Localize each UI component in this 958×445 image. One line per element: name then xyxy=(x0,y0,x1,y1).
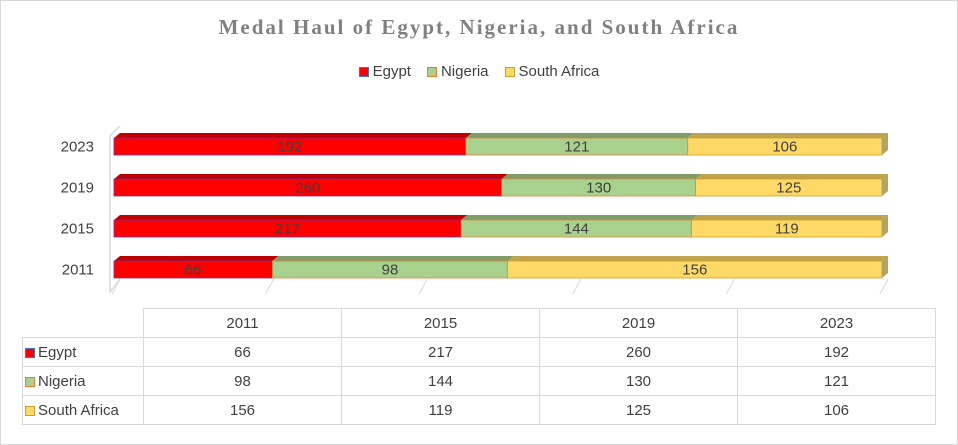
category-label: 2019 xyxy=(61,180,94,197)
data-table-row-egypt: Egypt 66 217 260 192 xyxy=(22,337,936,367)
bar-side-face xyxy=(882,133,888,155)
grid-line xyxy=(572,278,582,295)
bar-top-face xyxy=(272,256,514,261)
data-label: 217 xyxy=(275,221,300,238)
legend-swatch-egypt xyxy=(358,66,369,77)
data-table-row-south-africa: South Africa 156 119 125 106 xyxy=(22,395,936,425)
data-table-cell: 192 xyxy=(737,337,936,367)
data-table-swatch-south-africa xyxy=(25,405,35,416)
data-table-header-row: 2011 2015 2019 2023 xyxy=(22,308,936,338)
data-table-cell: 260 xyxy=(539,337,738,367)
data-label: 121 xyxy=(564,139,589,156)
data-table-cell: 156 xyxy=(143,395,342,425)
bar-top-face xyxy=(501,174,702,179)
data-table-series-name: South Africa xyxy=(38,401,119,419)
bar-top-face xyxy=(114,174,508,179)
bar-top-face xyxy=(687,133,888,138)
data-label: 66 xyxy=(185,262,202,279)
data-table-header: 2019 xyxy=(539,308,738,338)
bar-top-face xyxy=(114,215,468,220)
bar-top-face xyxy=(507,256,888,261)
bar-top-face xyxy=(114,256,279,261)
bar-side-face xyxy=(882,174,888,196)
data-table-cell: 98 xyxy=(143,366,342,396)
data-table-cell: 130 xyxy=(539,366,738,396)
data-label: 144 xyxy=(564,221,589,238)
data-table-corner xyxy=(22,308,144,338)
data-table-swatch-egypt xyxy=(25,347,35,358)
chart-legend: Egypt Nigeria South Africa xyxy=(0,63,958,80)
data-table-header: 2015 xyxy=(341,308,540,338)
legend-swatch-nigeria xyxy=(426,66,437,77)
data-table-series-name: Nigeria xyxy=(38,372,86,390)
bar-side-face xyxy=(882,215,888,237)
data-label: 130 xyxy=(586,180,611,197)
legend-item-south-africa: South Africa xyxy=(504,63,600,80)
data-table-header: 2011 xyxy=(143,308,342,338)
data-table-cell: 217 xyxy=(341,337,540,367)
data-label: 260 xyxy=(295,180,320,197)
legend-label-south-africa: South Africa xyxy=(518,63,600,80)
grid-line xyxy=(418,278,428,295)
data-table-row-label: Egypt xyxy=(22,337,144,367)
bar-side-face xyxy=(882,256,888,278)
data-label: 156 xyxy=(682,262,707,279)
data-table-cell: 121 xyxy=(737,366,936,396)
legend-label-nigeria: Nigeria xyxy=(440,63,489,80)
data-table-row-nigeria: Nigeria 98 144 130 121 xyxy=(22,366,936,396)
data-label: 98 xyxy=(382,262,399,279)
data-table-cell: 66 xyxy=(143,337,342,367)
data-label: 119 xyxy=(775,221,799,238)
legend-item-egypt: Egypt xyxy=(358,63,411,80)
data-table: 2011 2015 2019 2023 Egypt 66 217 260 192… xyxy=(22,308,936,425)
legend-label-egypt: Egypt xyxy=(372,63,411,80)
legend-item-nigeria: Nigeria xyxy=(426,63,489,80)
category-label: 2023 xyxy=(61,139,94,156)
bar-top-face xyxy=(465,133,694,138)
data-label: 125 xyxy=(776,180,801,197)
data-table-row-label: South Africa xyxy=(22,395,144,425)
bar-top-face xyxy=(695,174,888,179)
bar-top-face xyxy=(461,215,698,220)
data-table-series-name: Egypt xyxy=(38,343,77,361)
legend-swatch-south-africa xyxy=(504,66,515,77)
chart-title: Medal Haul of Egypt, Nigeria, and South … xyxy=(218,15,740,39)
category-label: 2015 xyxy=(61,221,94,238)
data-table-cell: 125 xyxy=(539,395,738,425)
bar-top-face xyxy=(691,215,888,220)
grid-line xyxy=(725,278,735,295)
data-table-row-label: Nigeria xyxy=(22,366,144,396)
data-table-cell: 144 xyxy=(341,366,540,396)
data-table-cell: 106 xyxy=(737,395,936,425)
category-label: 2011 xyxy=(62,262,94,279)
axis-wall xyxy=(109,125,121,295)
data-table-cell: 119 xyxy=(341,395,540,425)
grid-line xyxy=(265,278,275,295)
data-table-header: 2023 xyxy=(737,308,936,338)
grid-line xyxy=(879,278,889,295)
bar-top-face xyxy=(114,133,472,138)
data-label: 106 xyxy=(772,139,797,156)
data-table-swatch-nigeria xyxy=(25,376,35,387)
data-label: 192 xyxy=(277,139,302,156)
